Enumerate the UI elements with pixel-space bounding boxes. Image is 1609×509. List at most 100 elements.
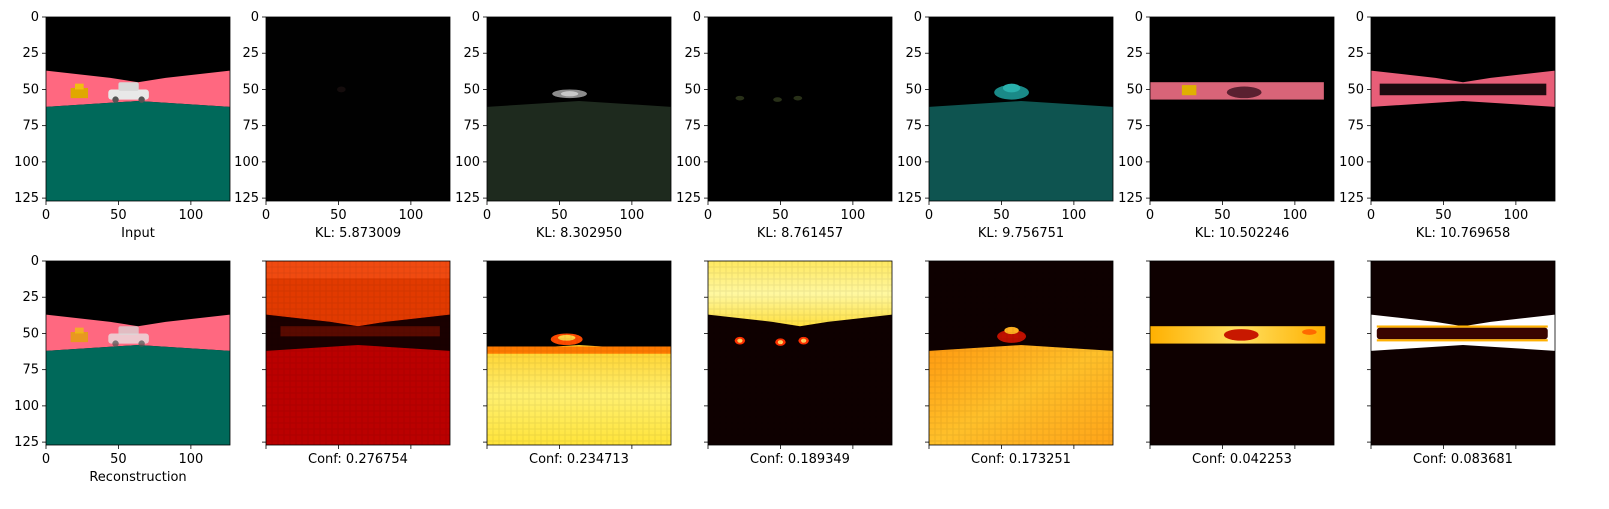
car-core [560,91,579,97]
panel: Conf: 0.276754 [262,260,451,467]
y-tick-label: 125 [1118,191,1143,206]
panel: Conf: 0.042253 [1146,260,1335,467]
panel: 0 50 100 0 25 50 75 100 125 KL: 10.769658 [1339,10,1556,241]
panel-caption: Conf: 0.042253 [1192,452,1292,467]
car-body [108,333,149,344]
panel-frame [265,16,451,202]
heat-texture [487,261,671,445]
x-tick-label: 0 [925,208,933,223]
heat-stripe [1376,327,1548,340]
car-roof [118,82,139,91]
car-wheel [138,340,145,347]
panel-frame [1149,16,1335,202]
y-tick-label: 50 [1347,82,1364,97]
y-tick-label: 0 [1135,10,1143,25]
panel-image [929,261,1113,445]
y-tick-label: 0 [914,10,922,25]
panel-image [487,261,671,445]
y-tick-label: 75 [684,119,701,134]
y-tick-label: 125 [234,191,259,206]
y-tick-label: 75 [463,119,480,134]
y-tick-label: 0 [31,254,39,269]
y-tick-label: 125 [455,191,480,206]
panel-caption: Conf: 0.173251 [971,452,1071,467]
x-tick-label: 100 [178,452,203,467]
panel-image [708,17,892,201]
panel-frame [1370,16,1556,202]
faint-spot [793,95,803,101]
x-tick-label: 100 [398,208,423,223]
faint-spot [773,97,782,102]
panel: 0 50 100 0 25 50 75 100 125 KL: 9.756751 [897,10,1114,241]
y-tick-label: 25 [905,46,922,61]
x-tick-label: 50 [330,208,347,223]
car-wheel [112,340,119,347]
panel-image [487,17,671,201]
y-tick-label: 25 [22,290,39,305]
x-tick-label: 100 [1503,208,1528,223]
ground-faint [487,101,671,201]
x-tick-label: 100 [840,208,865,223]
y-tick-label: 75 [1126,119,1143,134]
y-tick-label: 100 [14,155,39,170]
y-tick-label: 100 [234,155,259,170]
y-tick-label: 100 [455,155,480,170]
x-tick-label: 50 [1214,208,1231,223]
heat-blob [1302,329,1317,335]
car-roof [118,326,139,335]
panel-image [1150,17,1334,201]
panel-frame [1149,260,1335,446]
y-tick-label: 100 [14,399,39,414]
x-tick-label: 0 [42,452,50,467]
x-tick-label: 50 [110,208,127,223]
x-tick-label: 0 [1367,208,1375,223]
car-body [108,89,149,100]
panel-image [1150,261,1334,445]
heat-stripe-edge [1376,325,1548,328]
ground [46,345,230,445]
panel-image [1371,17,1555,201]
x-tick-label: 0 [262,208,270,223]
y-tick-label: 125 [14,435,39,450]
x-tick-label: 50 [772,208,789,223]
panel: Conf: 0.173251 [925,260,1114,467]
panel: 0 50 100 0 25 50 75 100 125 KL: 8.302950 [455,10,672,241]
y-tick-label: 50 [905,82,922,97]
y-tick-label: 0 [31,10,39,25]
x-tick-label: 0 [42,208,50,223]
y-tick-label: 0 [693,10,701,25]
panel: 0 50 100 0 25 50 75 100 125 KL: 10.502246 [1118,10,1335,241]
heat-background [1150,261,1334,445]
y-tick-label: 100 [1339,155,1364,170]
y-tick-label: 50 [463,82,480,97]
x-tick-label: 0 [483,208,491,223]
panel-caption: Conf: 0.234713 [529,452,629,467]
panel-frame [1370,260,1556,446]
teal-object [994,85,1029,100]
heat-texture [929,261,1113,445]
background [708,17,892,201]
panel: Conf: 0.234713 [483,260,672,467]
panel-image [266,17,450,201]
x-tick-label: 100 [1282,208,1307,223]
x-tick-label: 100 [619,208,644,223]
y-tick-label: 25 [1347,46,1364,61]
panel-caption: KL: 8.302950 [536,226,622,241]
panel-frame [928,260,1114,446]
y-tick-label: 75 [22,119,39,134]
heat-background [1371,261,1555,445]
y-tick-label: 100 [897,155,922,170]
teal-ground [929,101,1113,201]
x-tick-label: 100 [1061,208,1086,223]
y-tick-label: 50 [22,326,39,341]
y-tick-label: 125 [1339,191,1364,206]
y-tick-label: 50 [242,82,259,97]
panel-caption: Reconstruction [89,470,186,485]
yellow-object-top [74,83,84,90]
panel: 0 50 100 0 25 50 75 100 125 Input [14,10,231,241]
panel-frame [707,16,893,202]
y-tick-label: 75 [905,119,922,134]
panel-frame [928,16,1114,202]
panel-caption: KL: 10.502246 [1195,226,1290,241]
